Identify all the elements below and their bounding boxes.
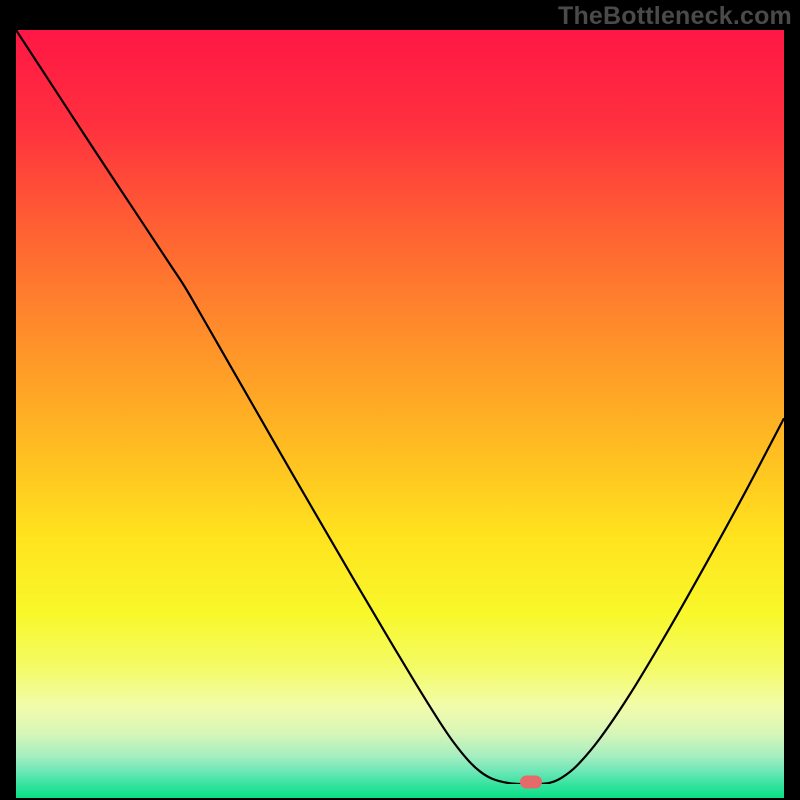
- optimal-marker: [520, 776, 542, 789]
- plot-area: [16, 30, 784, 784]
- watermark-text: TheBottleneck.com: [558, 2, 792, 31]
- bottleneck-curve: [16, 30, 784, 784]
- chart-root: TheBottleneck.com: [0, 0, 800, 800]
